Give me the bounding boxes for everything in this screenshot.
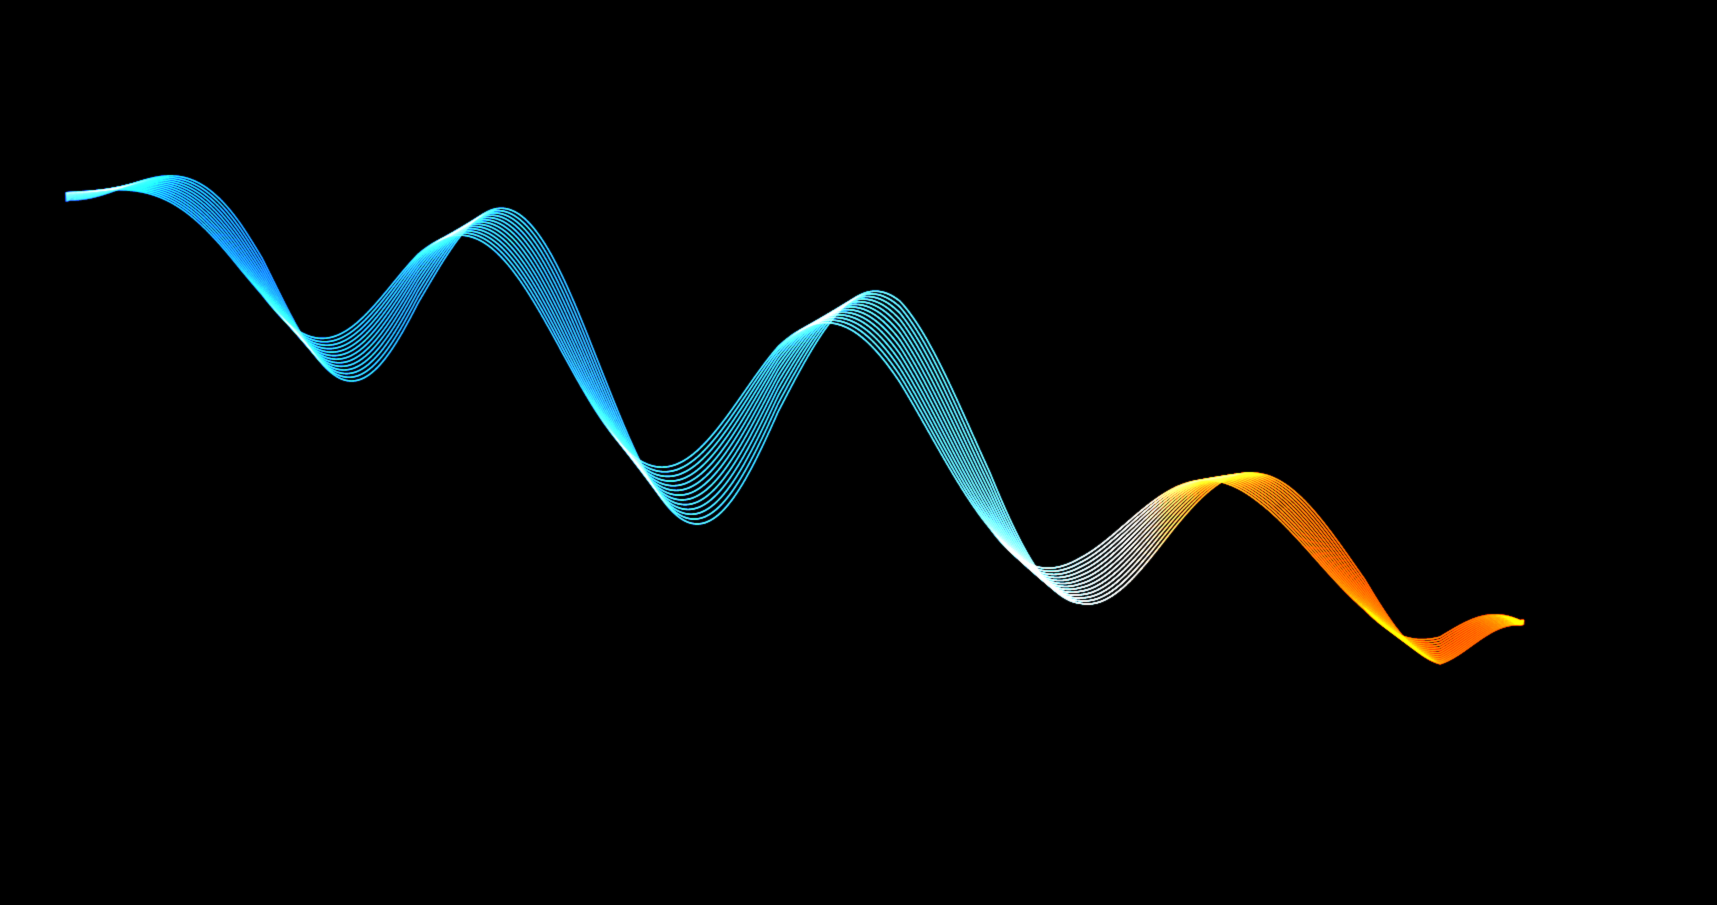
wave-plot-canvas bbox=[0, 0, 1717, 905]
visualization-stage: A fan of phase-shifted sine curves on a … bbox=[0, 0, 1717, 905]
